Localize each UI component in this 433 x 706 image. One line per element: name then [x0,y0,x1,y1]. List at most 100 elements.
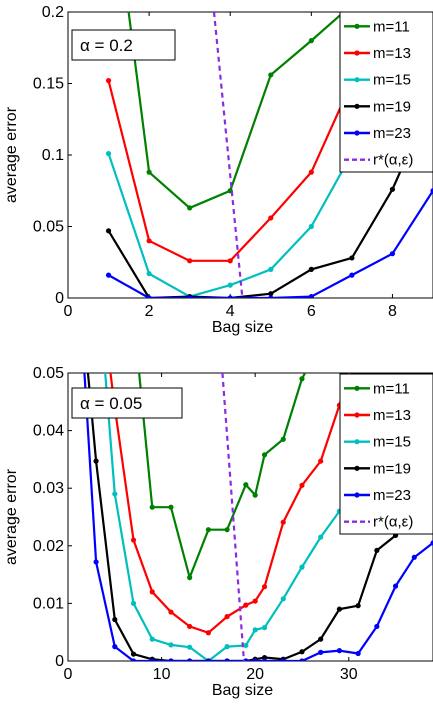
y-tick-label: 0.02 [33,538,64,555]
data-point [187,258,193,264]
legend-marker [354,492,360,498]
data-point [336,606,343,612]
annotation-box [71,387,183,419]
data-point [224,527,230,533]
annotation-box [71,29,176,61]
series-line-r*(α,ε) [221,373,246,661]
data-point [374,623,380,630]
data-point [411,554,417,560]
data-point [224,658,230,661]
bottom-chart: 0 10 20 30 0 0.01 0.02 0.03 0.04 0.05 Bag size aver… [3,342,433,699]
legend-marker [354,412,360,418]
data-point [205,527,211,533]
data-point [308,223,314,230]
data-point [149,636,155,642]
data-point [389,186,396,192]
data-point [356,342,361,347]
data-point [243,658,249,661]
data-point [105,272,112,278]
data-point [112,644,118,650]
legend-label: m=13 [373,407,411,424]
data-point [252,658,258,661]
data-point [355,603,361,609]
legend-label: m=19 [373,98,411,115]
data-point [261,624,268,631]
legend-marker [354,439,360,445]
data-point [187,658,193,661]
y-tick-label: 0.01 [33,595,64,612]
data-point [389,251,396,257]
data-point [392,583,399,589]
data-point [318,342,323,347]
data-point [93,559,99,565]
data-point [149,504,155,510]
legend-label: r*(α,ε) [373,152,413,169]
data-point [105,78,112,84]
data-point [93,458,99,464]
data-point [280,436,286,442]
data-point [349,255,355,261]
legend-label: r*(α,ε) [373,514,413,531]
data-point [299,564,305,570]
series-line-r*(α,ε) [212,12,244,298]
series-line-m=23 [108,190,433,298]
data-point [280,596,286,602]
legend-box [339,11,433,173]
y-tick-label: 0.03 [33,480,64,497]
data-point [308,266,314,272]
data-point [149,589,155,595]
legend-marker [354,130,360,136]
data-point [280,658,286,661]
data-point [146,295,152,298]
data-point [112,491,118,497]
data-point [146,169,152,175]
x-tick-label: 20 [246,666,264,683]
data-point [252,492,258,498]
data-point [205,658,211,661]
legend-marker [354,465,360,471]
annotation-text: α = 0.2 [80,36,133,55]
data-point [299,658,305,661]
data-point [227,258,233,264]
data-point [355,650,361,657]
data-point [268,72,274,78]
data-point [168,658,174,661]
legend-label: m=11 [373,380,410,397]
data-point [261,658,268,661]
data-point [224,614,230,620]
x-tick-label: 2 [145,303,154,320]
x-tick-label: 0 [64,666,73,683]
data-point [243,602,249,608]
y-tick-label: 0.2 [42,4,64,21]
x-axis-label: Bag size [212,319,273,336]
data-point [308,169,314,175]
legend-marker [354,50,360,56]
data-point [112,616,118,623]
data-point [268,291,274,297]
x-tick-label: 4 [226,303,235,320]
data-point [130,600,137,607]
y-tick-label: 0.05 [33,219,64,236]
data-point [227,282,233,288]
data-point [205,630,211,636]
data-point [187,623,193,630]
y-tick-label: 0.04 [33,423,64,440]
data-point [130,658,137,661]
y-axis-label: average error [3,468,20,565]
top-chart: 0 2 4 6 8 0 0.05 0.1 0.15 0.2 Bag size average erro… [3,4,433,336]
x-tick-label: 30 [340,666,358,683]
data-point [243,482,249,488]
data-point [308,38,314,44]
data-point [261,452,268,458]
x-tick-label: 0 [64,303,73,320]
data-point [168,642,174,648]
data-point [299,482,305,488]
legend-label: m=19 [373,460,411,477]
x-axis-label: Bag size [212,682,273,699]
data-point [430,188,433,194]
data-point [146,238,152,244]
legend-label: m=15 [373,72,411,89]
data-point [130,537,137,543]
legend-label: m=15 [373,434,411,451]
